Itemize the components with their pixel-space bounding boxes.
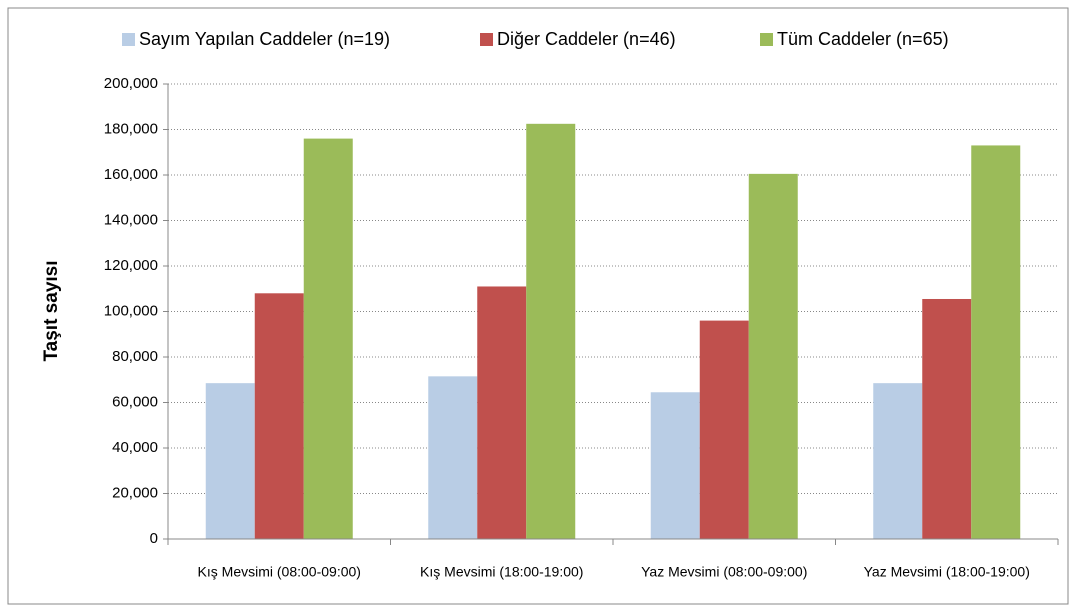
y-tick-label: 120,000 xyxy=(104,257,158,274)
bar xyxy=(873,383,923,539)
bar xyxy=(477,286,527,539)
bar xyxy=(971,145,1021,540)
y-tick-label: 80,000 xyxy=(112,348,158,365)
legend-label: Sayım Yapılan Caddeler (n=19) xyxy=(139,29,390,49)
y-tick-label: 20,000 xyxy=(112,484,158,501)
y-tick-label: 0 xyxy=(150,530,158,547)
y-tick-label: 40,000 xyxy=(112,439,158,456)
x-tick-label: Yaz Mevsimi (08:00-09:00) xyxy=(641,564,807,580)
legend-swatch xyxy=(122,33,135,46)
bar xyxy=(699,320,749,539)
y-tick-label: 100,000 xyxy=(104,302,158,319)
x-tick-label: Kış Mevsimi (18:00-19:00) xyxy=(420,564,583,580)
legend-swatch xyxy=(760,33,773,46)
legend-swatch xyxy=(480,33,493,46)
y-tick-label: 180,000 xyxy=(104,120,158,137)
bar xyxy=(650,392,700,539)
y-axis-title: Taşıt sayısı xyxy=(41,260,62,361)
legend-label: Diğer Caddeler (n=46) xyxy=(497,29,676,49)
bar xyxy=(303,138,353,539)
y-tick-label: 160,000 xyxy=(104,166,158,183)
bar xyxy=(205,383,255,539)
y-tick-label: 200,000 xyxy=(104,75,158,92)
bar xyxy=(254,293,304,539)
legend-label: Tüm Caddeler (n=65) xyxy=(777,29,949,49)
x-tick-label: Kış Mevsimi (08:00-09:00) xyxy=(198,564,361,580)
x-tick-label: Yaz Mevsimi (18:00-19:00) xyxy=(864,564,1030,580)
bar xyxy=(922,298,972,539)
bar xyxy=(428,376,478,539)
bar xyxy=(526,123,576,539)
y-tick-label: 140,000 xyxy=(104,211,158,228)
bar xyxy=(748,173,798,540)
y-tick-label: 60,000 xyxy=(112,393,158,410)
